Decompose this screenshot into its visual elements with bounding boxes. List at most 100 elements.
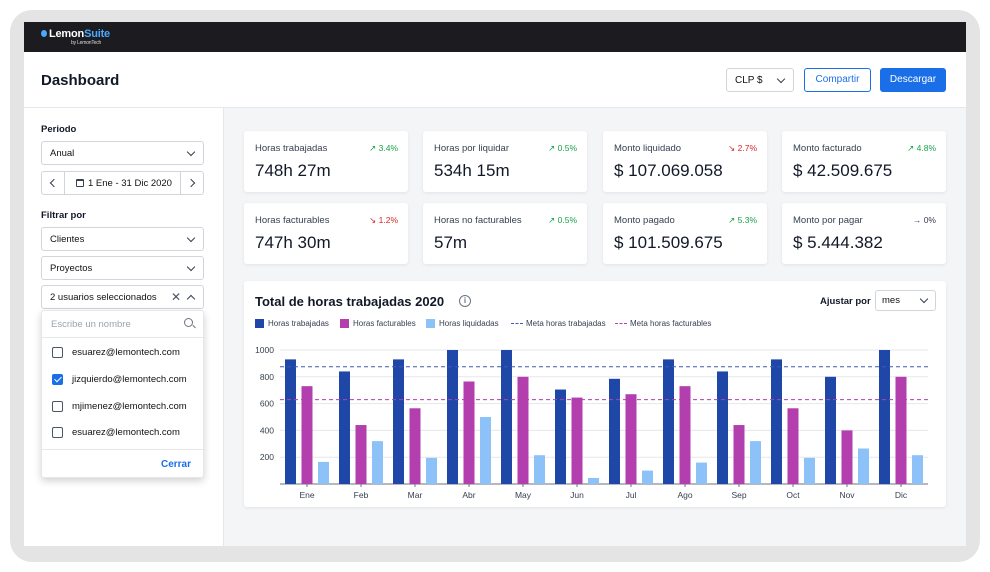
y-tick-label: 400	[260, 425, 274, 435]
bar-horas-facturables[interactable]	[625, 394, 637, 484]
kpi-label: Horas no facturables	[434, 215, 522, 226]
checkbox[interactable]	[52, 401, 63, 412]
checkbox[interactable]	[52, 347, 63, 358]
bar-horas-trabajadas[interactable]	[555, 389, 566, 484]
user-email: mjimenez@lemontech.com	[72, 401, 187, 412]
bar-horas-liquidadas[interactable]	[426, 457, 437, 484]
chevron-down-icon	[186, 262, 196, 272]
bar-horas-trabajadas[interactable]	[285, 359, 296, 484]
bar-horas-facturables[interactable]	[841, 430, 853, 484]
download-button[interactable]: Descargar	[880, 68, 946, 92]
calendar-icon	[76, 179, 84, 187]
kpi-trend-value: 2.7%	[737, 143, 757, 153]
bar-horas-facturables[interactable]	[517, 376, 529, 484]
projects-select[interactable]: Proyectos	[41, 256, 204, 280]
bar-horas-facturables[interactable]	[571, 397, 583, 484]
trend-up-icon: ↗	[369, 143, 379, 153]
bar-horas-trabajadas[interactable]	[609, 378, 620, 484]
bar-horas-liquidadas[interactable]	[858, 448, 869, 484]
filter-sidebar: Periodo Anual 1 Ene - 31 Dic 2020 Filtra…	[24, 108, 224, 546]
bar-horas-trabajadas[interactable]	[663, 359, 674, 484]
kpi-value: 57m	[434, 233, 468, 252]
app-window: LemonSuite by LemonTech Dashboard CLP $ …	[24, 22, 966, 546]
x-tick-label: Nov	[839, 490, 855, 500]
x-tick-label: May	[515, 490, 532, 500]
bar-horas-facturables[interactable]	[787, 408, 799, 484]
user-search-input[interactable]: Escribe un nombre	[42, 311, 203, 338]
bar-horas-facturables[interactable]	[733, 425, 745, 484]
info-icon[interactable]: i	[459, 295, 471, 307]
users-select[interactable]: 2 usuarios seleccionados ✕	[41, 285, 204, 309]
previous-period-button[interactable]	[42, 172, 65, 194]
filter-label: Filtrar por	[41, 210, 86, 221]
checkbox[interactable]	[52, 427, 63, 438]
bar-horas-liquidadas[interactable]	[696, 462, 707, 484]
bar-horas-liquidadas[interactable]	[534, 455, 545, 484]
next-period-button[interactable]	[180, 172, 203, 194]
close-button[interactable]: Cerrar	[160, 459, 191, 470]
date-range-button[interactable]: 1 Ene - 31 Dic 2020	[76, 178, 172, 189]
bar-horas-trabajadas[interactable]	[447, 350, 458, 484]
bar-horas-facturables[interactable]	[895, 376, 907, 484]
currency-select[interactable]: CLP $	[726, 68, 794, 92]
period-select[interactable]: Anual	[41, 141, 204, 165]
x-tick-label: Oct	[786, 490, 800, 500]
trend-up-icon: ↗	[907, 143, 917, 153]
legend-label: Meta horas trabajadas	[526, 319, 606, 328]
clear-icon[interactable]: ✕	[170, 290, 181, 304]
bar-horas-trabajadas[interactable]	[339, 371, 350, 484]
kpi-value: $ 42.509.675	[793, 161, 893, 180]
x-tick-label: Sep	[731, 490, 746, 500]
bar-horas-facturables[interactable]	[355, 425, 367, 484]
bar-horas-trabajadas[interactable]	[771, 359, 782, 484]
x-tick-label: Ago	[677, 490, 692, 500]
bar-horas-facturables[interactable]	[679, 386, 691, 484]
chevron-down-icon	[776, 74, 786, 84]
kpi-value: $ 101.509.675	[614, 233, 723, 252]
bar-horas-liquidadas[interactable]	[318, 461, 329, 484]
lemonsuite-logo[interactable]: LemonSuite by LemonTech	[41, 28, 110, 46]
kpi-trend-value: 0.5%	[557, 143, 577, 153]
bar-horas-liquidadas[interactable]	[750, 441, 761, 484]
bar-horas-facturables[interactable]	[409, 408, 421, 484]
user-option[interactable]: jizquierdo@lemontech.com	[52, 372, 197, 388]
bar-horas-facturables[interactable]	[301, 386, 313, 484]
trend-down-icon: ↘	[728, 143, 738, 153]
kpi-label: Monto por pagar	[793, 215, 863, 226]
user-option[interactable]: mjimenez@lemontech.com	[52, 399, 197, 415]
chevron-up-icon	[186, 294, 196, 304]
adjust-label: Ajustar por	[820, 296, 871, 307]
bar-horas-liquidadas[interactable]	[804, 457, 815, 484]
user-option[interactable]: esuarez@lemontech.com	[52, 345, 197, 361]
adjust-by-select[interactable]: mes	[875, 290, 936, 311]
user-option[interactable]: esuarez@lemontech.com	[52, 425, 197, 441]
bar-horas-liquidadas[interactable]	[912, 455, 923, 484]
bar-horas-liquidadas[interactable]	[372, 441, 383, 484]
kpi-trend-value: 0%	[923, 215, 936, 225]
page-header: Dashboard CLP $ Compartir Descargar	[24, 52, 966, 108]
bar-horas-trabajadas[interactable]	[717, 371, 728, 484]
bar-horas-trabajadas[interactable]	[501, 350, 512, 484]
bar-horas-liquidadas[interactable]	[480, 417, 491, 484]
kpi-card: Monto liquidado ↘ 2.7% $ 107.069.058	[603, 131, 767, 192]
bar-horas-trabajadas[interactable]	[393, 359, 404, 484]
bar-horas-liquidadas[interactable]	[588, 477, 599, 484]
logo-brand: Lemon	[49, 28, 85, 40]
kpi-trend-value: 5.3%	[737, 215, 757, 225]
bar-horas-trabajadas[interactable]	[879, 350, 890, 484]
bar-horas-facturables[interactable]	[463, 381, 475, 484]
x-tick-label: Jul	[626, 490, 637, 500]
kpi-trend: ↘ 2.7%	[728, 143, 757, 154]
legend-swatch	[255, 319, 264, 328]
kpi-trend: ↘ 1.2%	[369, 215, 398, 226]
checkbox-checked[interactable]	[52, 374, 63, 385]
clients-select[interactable]: Clientes	[41, 227, 204, 251]
kpi-value: $ 107.069.058	[614, 161, 723, 180]
kpi-label: Horas facturables	[255, 215, 330, 226]
bar-horas-trabajadas[interactable]	[825, 376, 836, 484]
bar-horas-liquidadas[interactable]	[642, 470, 653, 484]
search-placeholder: Escribe un nombre	[51, 319, 131, 330]
share-button[interactable]: Compartir	[804, 68, 871, 92]
chevron-down-icon	[186, 233, 196, 243]
page-title: Dashboard	[41, 72, 120, 89]
